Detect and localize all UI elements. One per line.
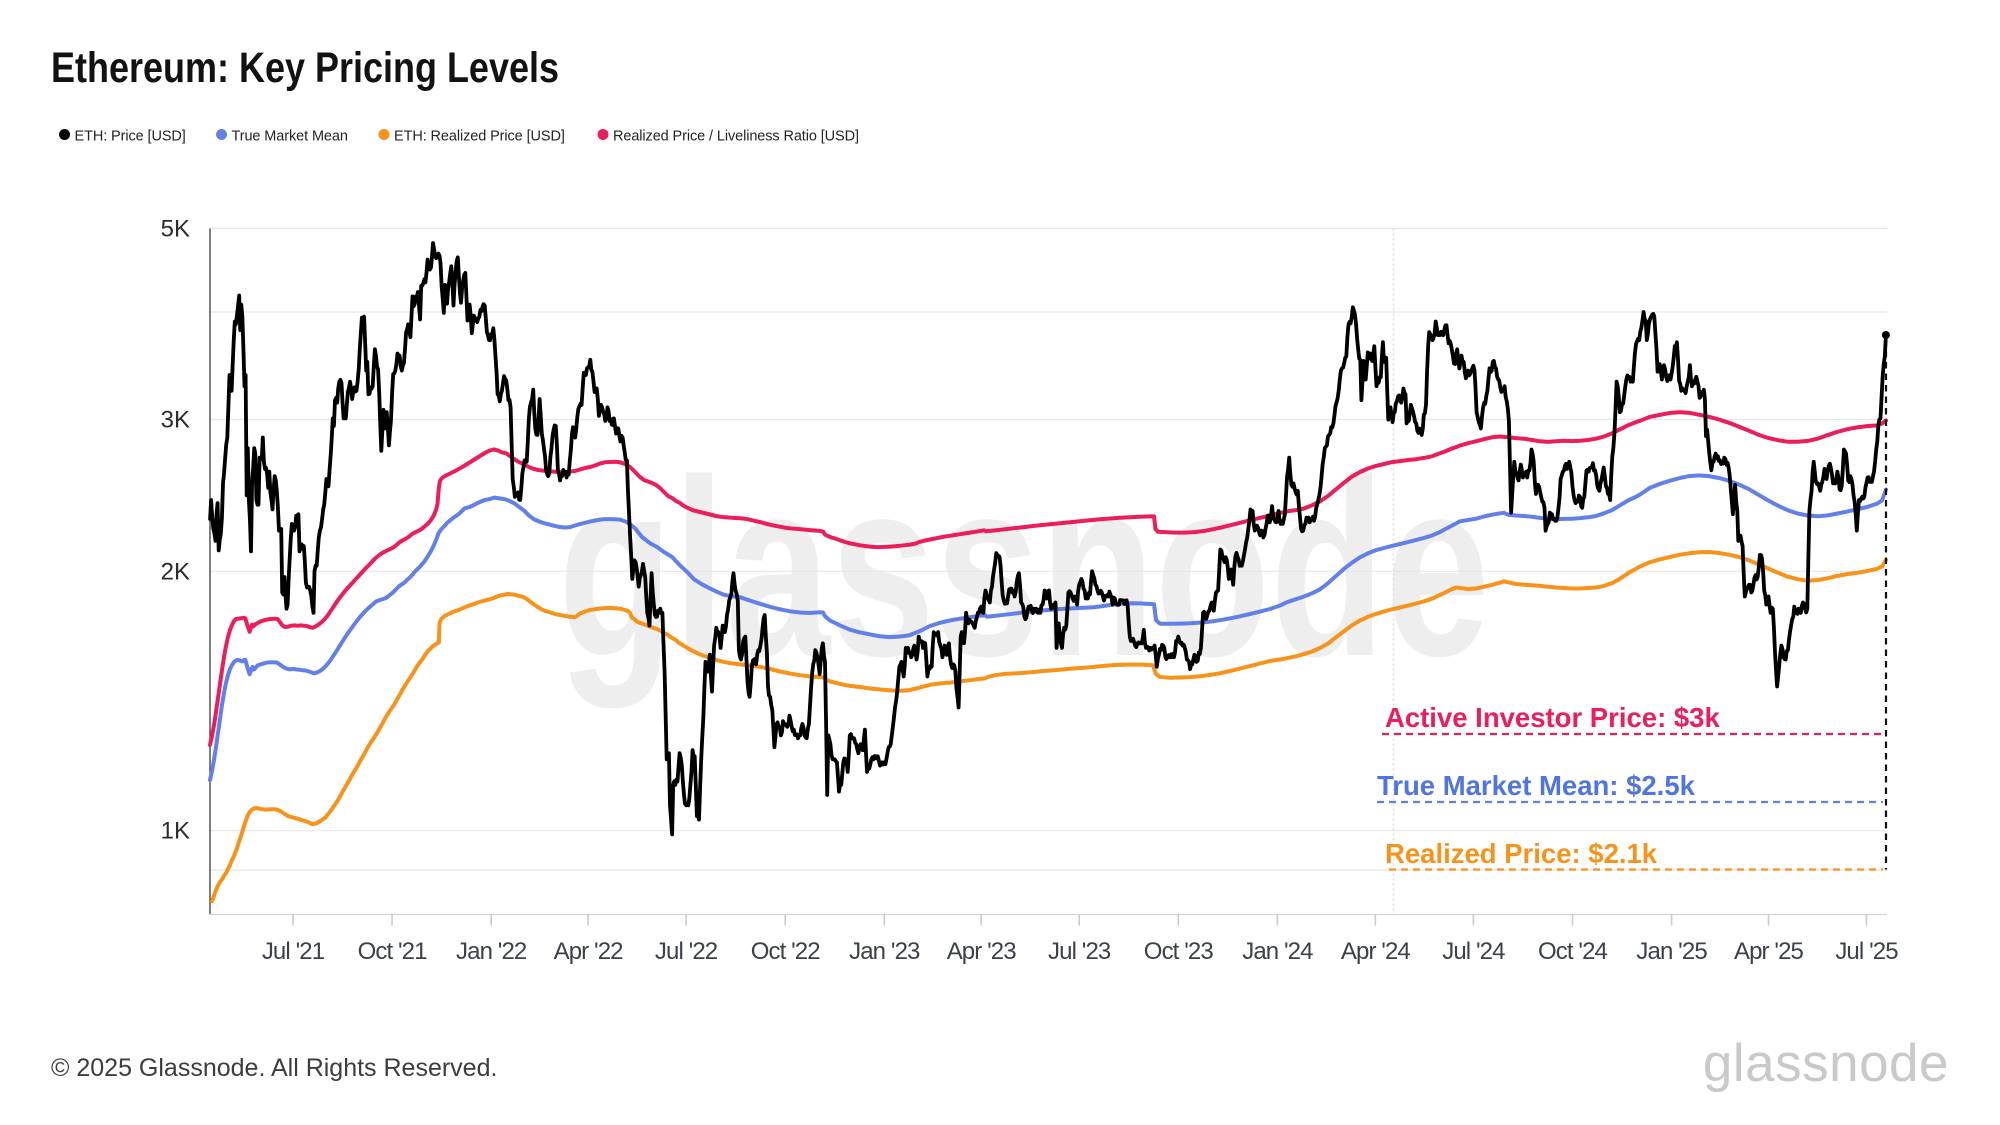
svg-text:Jul '22: Jul '22 — [655, 938, 718, 965]
svg-text:True Market Mean: $2.5k: True Market Mean: $2.5k — [1377, 770, 1696, 801]
svg-text:Oct '21: Oct '21 — [358, 938, 428, 965]
svg-text:2K: 2K — [161, 558, 190, 585]
svg-text:Ethereum: Key Pricing Levels: Ethereum: Key Pricing Levels — [51, 45, 559, 92]
svg-text:© 2025 Glassnode. All Rights R: © 2025 Glassnode. All Rights Reserved. — [51, 1054, 497, 1082]
svg-text:Apr '24: Apr '24 — [1341, 938, 1411, 965]
svg-text:Realized Price / Liveliness Ra: Realized Price / Liveliness Ratio [USD] — [613, 129, 859, 145]
svg-text:glassnode: glassnode — [558, 428, 1490, 709]
svg-text:Jan '24: Jan '24 — [1242, 938, 1313, 965]
svg-text:Jul '23: Jul '23 — [1048, 938, 1111, 965]
svg-text:True Market Mean: True Market Mean — [232, 129, 348, 145]
svg-text:Oct '24: Oct '24 — [1538, 938, 1608, 965]
svg-text:ETH: Realized Price [USD]: ETH: Realized Price [USD] — [394, 129, 565, 145]
svg-text:5K: 5K — [161, 216, 190, 243]
svg-text:Apr '23: Apr '23 — [947, 938, 1017, 965]
svg-text:3K: 3K — [161, 407, 190, 434]
svg-text:ETH: Price [USD]: ETH: Price [USD] — [75, 129, 186, 145]
svg-text:Apr '25: Apr '25 — [1734, 938, 1804, 965]
svg-text:Oct '23: Oct '23 — [1144, 938, 1214, 965]
svg-text:Realized Price: $2.1k: Realized Price: $2.1k — [1385, 838, 1658, 869]
svg-text:Apr '22: Apr '22 — [554, 938, 624, 965]
svg-text:Jan '23: Jan '23 — [849, 938, 920, 965]
svg-text:1K: 1K — [161, 818, 190, 845]
svg-text:Jan '22: Jan '22 — [456, 938, 527, 965]
svg-text:Jul '24: Jul '24 — [1442, 938, 1505, 965]
svg-text:Jan '25: Jan '25 — [1636, 938, 1707, 965]
svg-text:Jul '21: Jul '21 — [262, 938, 325, 965]
svg-text:Active Investor Price: $3k: Active Investor Price: $3k — [1385, 702, 1720, 733]
svg-text:Jul '25: Jul '25 — [1835, 938, 1898, 965]
svg-text:glassnode: glassnode — [1703, 1034, 1949, 1093]
svg-text:Oct '22: Oct '22 — [751, 938, 821, 965]
